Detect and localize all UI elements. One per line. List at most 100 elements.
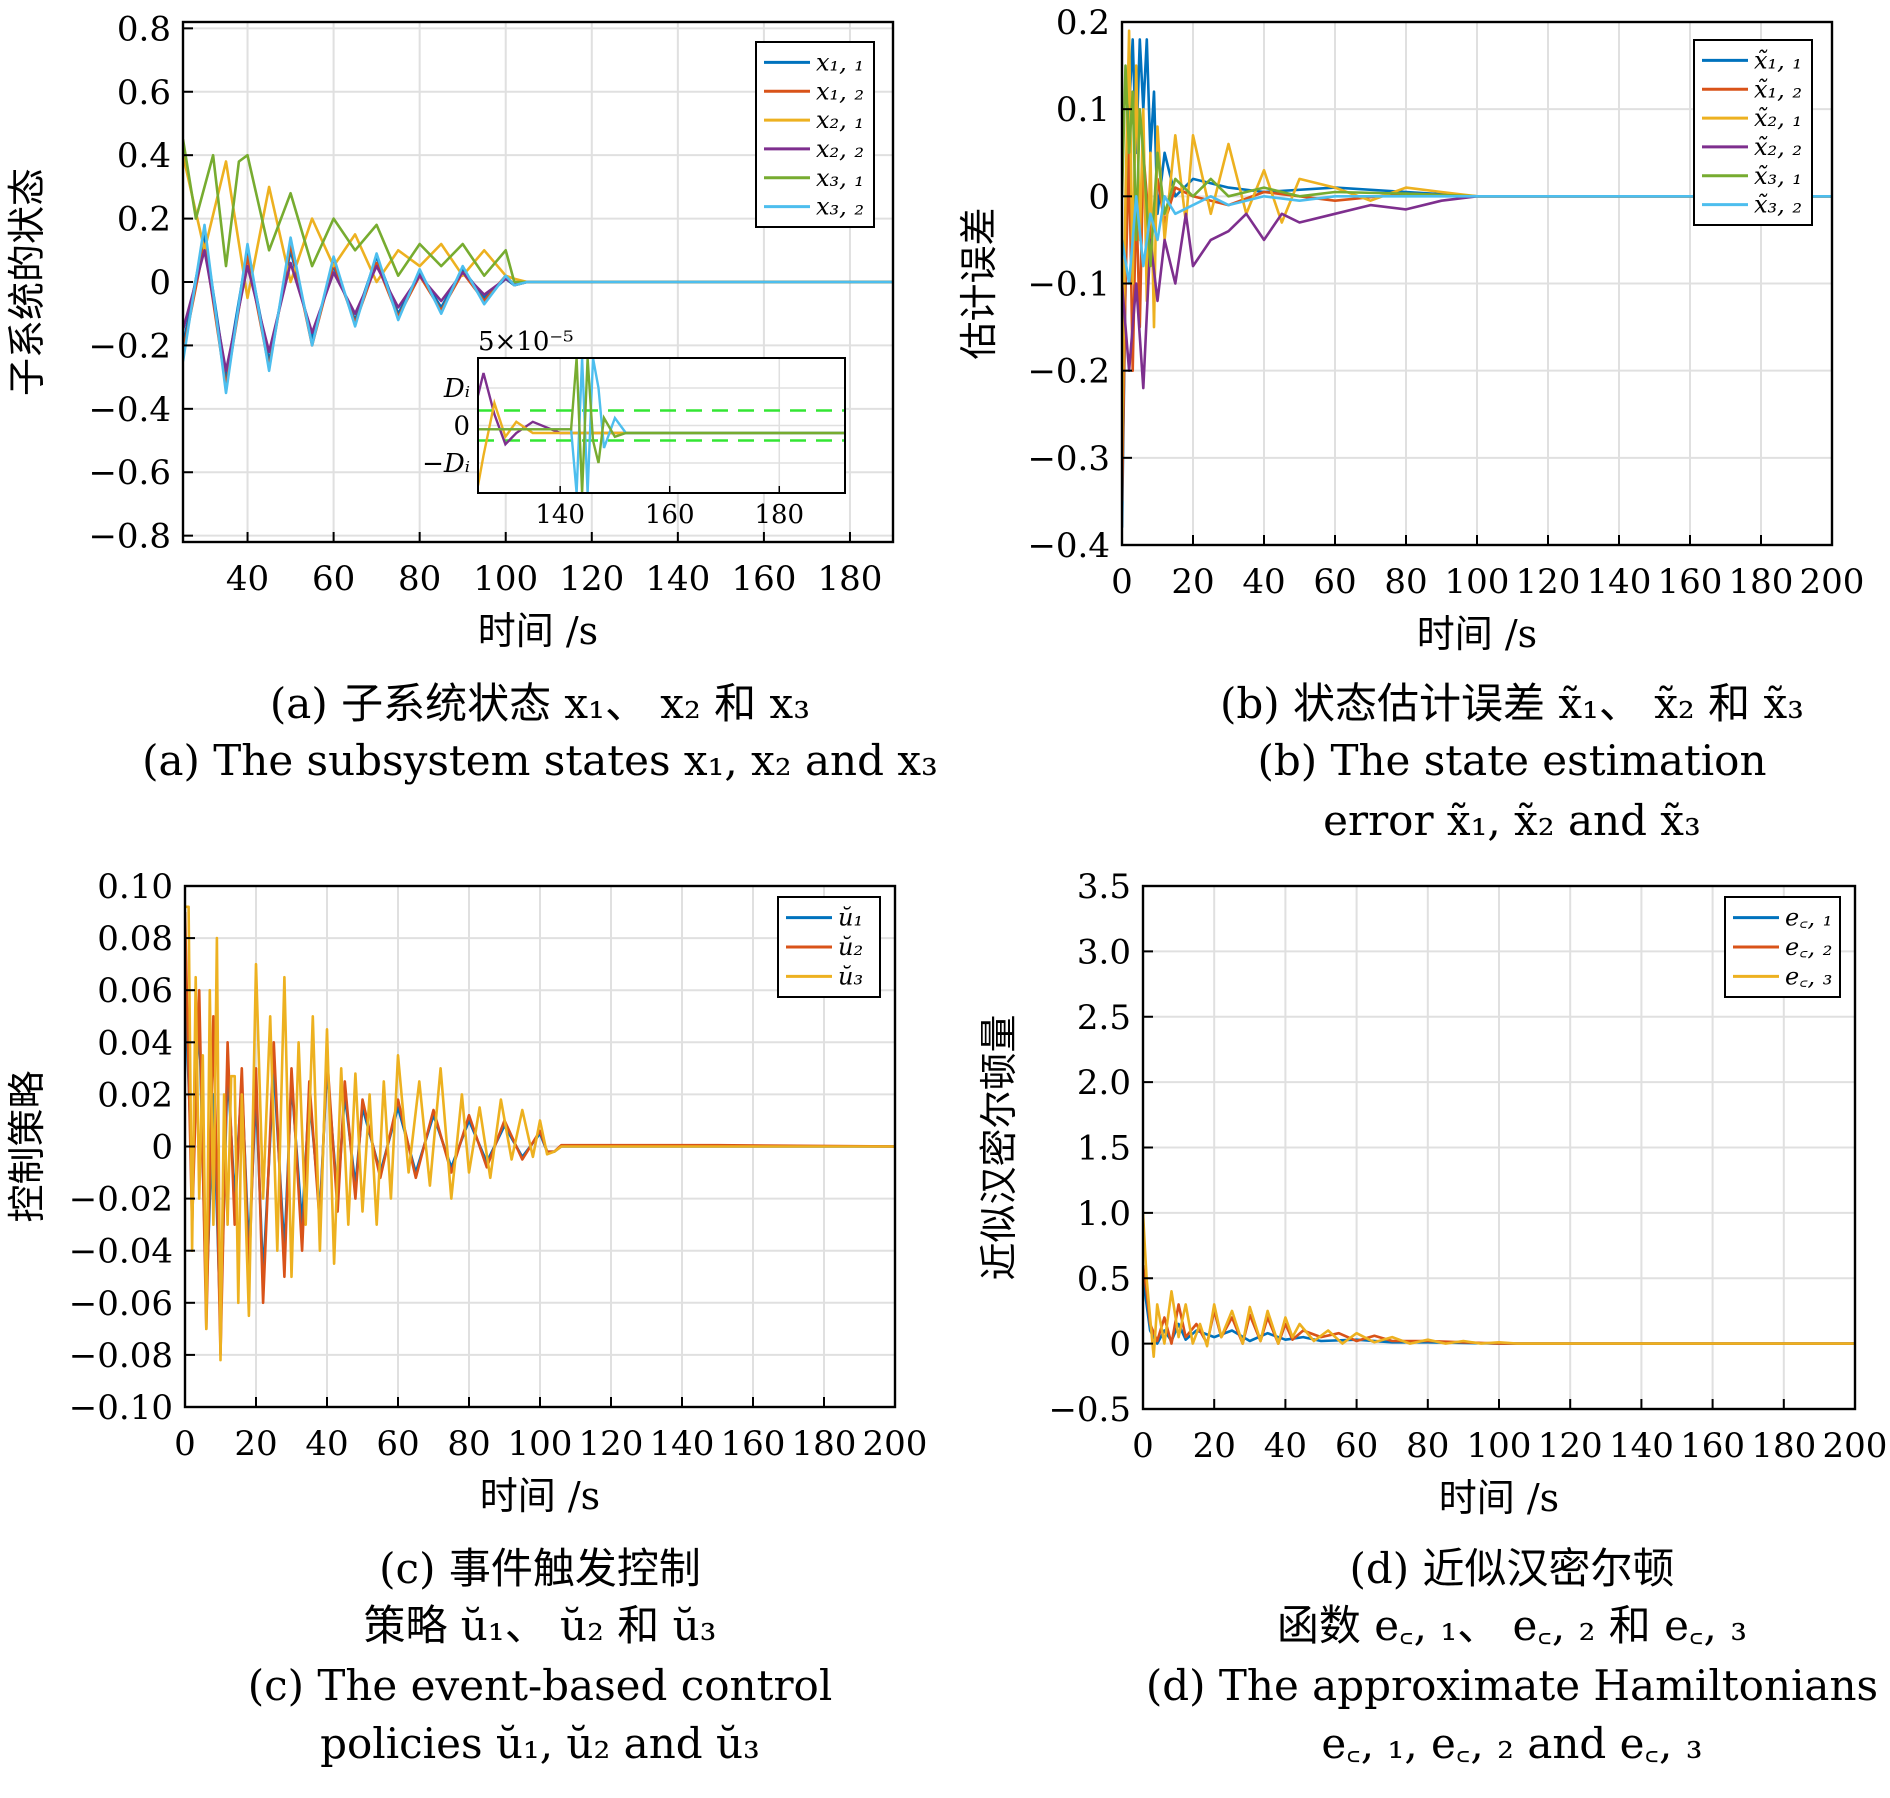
series-line-ŭ2 — [185, 911, 895, 1357]
y-tick-label: 0 — [151, 1128, 173, 1168]
chart-panel-a: 40 60 80 100 120 140 160 180 0.8 0.6 0.4 0.2 0 −0.2 −0… — [5, 9, 895, 653]
y-tick-label: −0.3 — [1027, 439, 1110, 479]
x-tick-label: 40 — [1242, 562, 1285, 602]
y-axis-label: 近似汉密尔顿量 — [977, 1014, 1021, 1280]
y-tick-label: 2.0 — [1077, 1063, 1131, 1103]
y-axis-label: 控制策略 — [5, 1070, 49, 1222]
y-tick-label: 0.6 — [117, 73, 171, 113]
y-axis-label: 子系统的状态 — [5, 168, 49, 396]
y-tick-label: 0 — [149, 263, 171, 303]
caption-c-line: (c) The event-based control — [248, 1661, 833, 1710]
y-tick-label: 1.5 — [1077, 1129, 1131, 1169]
series-line-x3,2 — [183, 223, 893, 395]
caption-b-line: error x̃₁, x̃₂ and x̃₃ — [1323, 796, 1701, 845]
inset-frame — [477, 357, 846, 494]
y-tick-label: −0.6 — [88, 453, 171, 493]
inset-y-tick-label: Dᵢ — [443, 374, 470, 404]
series-line-x̃2,2 — [1122, 195, 1832, 390]
x-tick-label: 40 — [305, 1424, 348, 1464]
inset-y-tick-label: 0 — [453, 412, 470, 442]
y-tick-label: −0.08 — [69, 1336, 173, 1376]
inset-series-line — [478, 358, 845, 493]
figure-captions: (a) 子系统状态 x₁、 x₂ 和 x₃ (a) The subsystem s… — [142, 679, 1878, 1768]
legend-box — [1693, 39, 1813, 226]
x-tick-label: 100 — [1445, 562, 1510, 602]
inset-x-tick-label: 140 — [535, 500, 585, 530]
x-tick-label: 0 — [1111, 562, 1133, 602]
x-tick-label: 140 — [645, 559, 710, 599]
x-tick-label: 120 — [579, 1424, 644, 1464]
y-axis-label: 估计误差 — [957, 207, 1001, 359]
series-line-x3,1 — [183, 139, 893, 284]
x-tick-label: 60 — [1335, 1426, 1378, 1466]
y-tick-label: 0.10 — [97, 867, 173, 907]
y-tick-label: 0.1 — [1056, 90, 1110, 130]
legend-entry: x̃₂, ₂ — [1754, 133, 1802, 161]
y-tick-label: −0.02 — [69, 1180, 173, 1220]
y-tick-label: −0.04 — [69, 1232, 173, 1272]
y-tick-label: 0 — [1109, 1325, 1131, 1365]
y-tick-label: −0.06 — [69, 1284, 173, 1324]
y-tick-label: −0.2 — [88, 326, 171, 366]
inset-series-line — [478, 358, 845, 493]
x-tick-label: 80 — [1384, 562, 1427, 602]
x-tick-label: 40 — [1264, 1426, 1307, 1466]
legend-entry: x̃₃, ₂ — [1754, 191, 1802, 219]
x-tick-label: 180 — [1729, 562, 1794, 602]
x-tick-label: 100 — [1467, 1426, 1532, 1466]
legend: x̃₁, ₁x̃₁, ₂x̃₂, ₁x̃₂, ₂x̃₃, ₁x̃₃, ₂ — [1693, 39, 1813, 226]
legend-entry: x̃₂, ₁ — [1754, 104, 1802, 132]
y-tick-label: 3.0 — [1077, 932, 1131, 972]
y-tick-label: 0.06 — [97, 971, 173, 1011]
y-tick-label: −0.10 — [69, 1388, 173, 1428]
caption-d-line: e꜀, ₁, e꜀, ₂ and e꜀, ₃ — [1321, 1719, 1702, 1768]
y-tick-label: 0.4 — [117, 136, 171, 176]
x-tick-label: 20 — [1193, 1426, 1236, 1466]
inset-scale-label: 5×10⁻⁵ — [478, 327, 574, 357]
caption-d-line: (d) 近似汉密尔顿 — [1349, 1544, 1674, 1593]
x-tick-label: 160 — [1680, 1426, 1745, 1466]
x-tick-label: 200 — [1800, 562, 1865, 602]
legend-entry: x₃, ₂ — [816, 193, 864, 221]
legend-entry: ŭ₂ — [838, 933, 863, 961]
y-tick-label: −0.2 — [1027, 352, 1110, 392]
y-tick-label: 2.5 — [1077, 998, 1131, 1038]
legend-entry: x̃₁, ₁ — [1754, 46, 1802, 74]
series-line-ec,3 — [1143, 1212, 1855, 1358]
caption-b-line: (b) 状态估计误差 x̃₁、 x̃₂ 和 x̃₃ — [1220, 679, 1804, 728]
inset-y-tick-label: −Dᵢ — [422, 449, 470, 479]
x-tick-label: 160 — [731, 559, 796, 599]
x-tick-label: 0 — [1132, 1426, 1154, 1466]
legend-entry: x₁, ₁ — [816, 48, 864, 76]
y-tick-label: 0.5 — [1077, 1259, 1131, 1299]
inset-series-line — [478, 398, 845, 486]
legend-entry: e꜀, ₂ — [1785, 933, 1832, 961]
legend-entry: x̃₃, ₁ — [1754, 162, 1802, 190]
y-tick-label: 0.04 — [97, 1023, 173, 1063]
x-tick-label: 120 — [1538, 1426, 1603, 1466]
x-axis-label: 时间 /s — [480, 1474, 600, 1518]
legend-box — [755, 41, 875, 228]
caption-d-line: (d) The approximate Hamiltonians — [1146, 1661, 1878, 1710]
legend-entry: ŭ₃ — [838, 962, 863, 990]
y-tick-label: 0.08 — [97, 919, 173, 959]
y-tick-label: −0.4 — [88, 390, 171, 430]
legend-entry: x₁, ₂ — [816, 77, 864, 105]
x-tick-label: 100 — [473, 559, 538, 599]
inset-chart: 140 160 180 Dᵢ 0 −Dᵢ 5×10⁻⁵ — [422, 327, 846, 530]
caption-c-line: (c) 事件触发控制 — [379, 1544, 701, 1593]
x-tick-label: 160 — [1658, 562, 1723, 602]
x-axis-label: 时间 /s — [478, 609, 598, 653]
x-tick-label: 80 — [1406, 1426, 1449, 1466]
x-tick-label: 180 — [1751, 1426, 1816, 1466]
x-tick-label: 160 — [721, 1424, 786, 1464]
y-tick-label: 0.02 — [97, 1075, 173, 1115]
y-tick-label: 0.2 — [117, 200, 171, 240]
caption-a-line: (a) 子系统状态 x₁、 x₂ 和 x₃ — [270, 679, 810, 728]
x-tick-label: 180 — [818, 559, 883, 599]
chart-panel-c: 0 20 40 60 80 100 120 140 160 180 200 0.10 0.08 0.06 0… — [5, 867, 927, 1518]
legend-entry: x₂, ₁ — [816, 106, 864, 134]
y-tick-label: 0.2 — [1056, 3, 1110, 43]
legend-entry: x₂, ₂ — [816, 135, 864, 163]
